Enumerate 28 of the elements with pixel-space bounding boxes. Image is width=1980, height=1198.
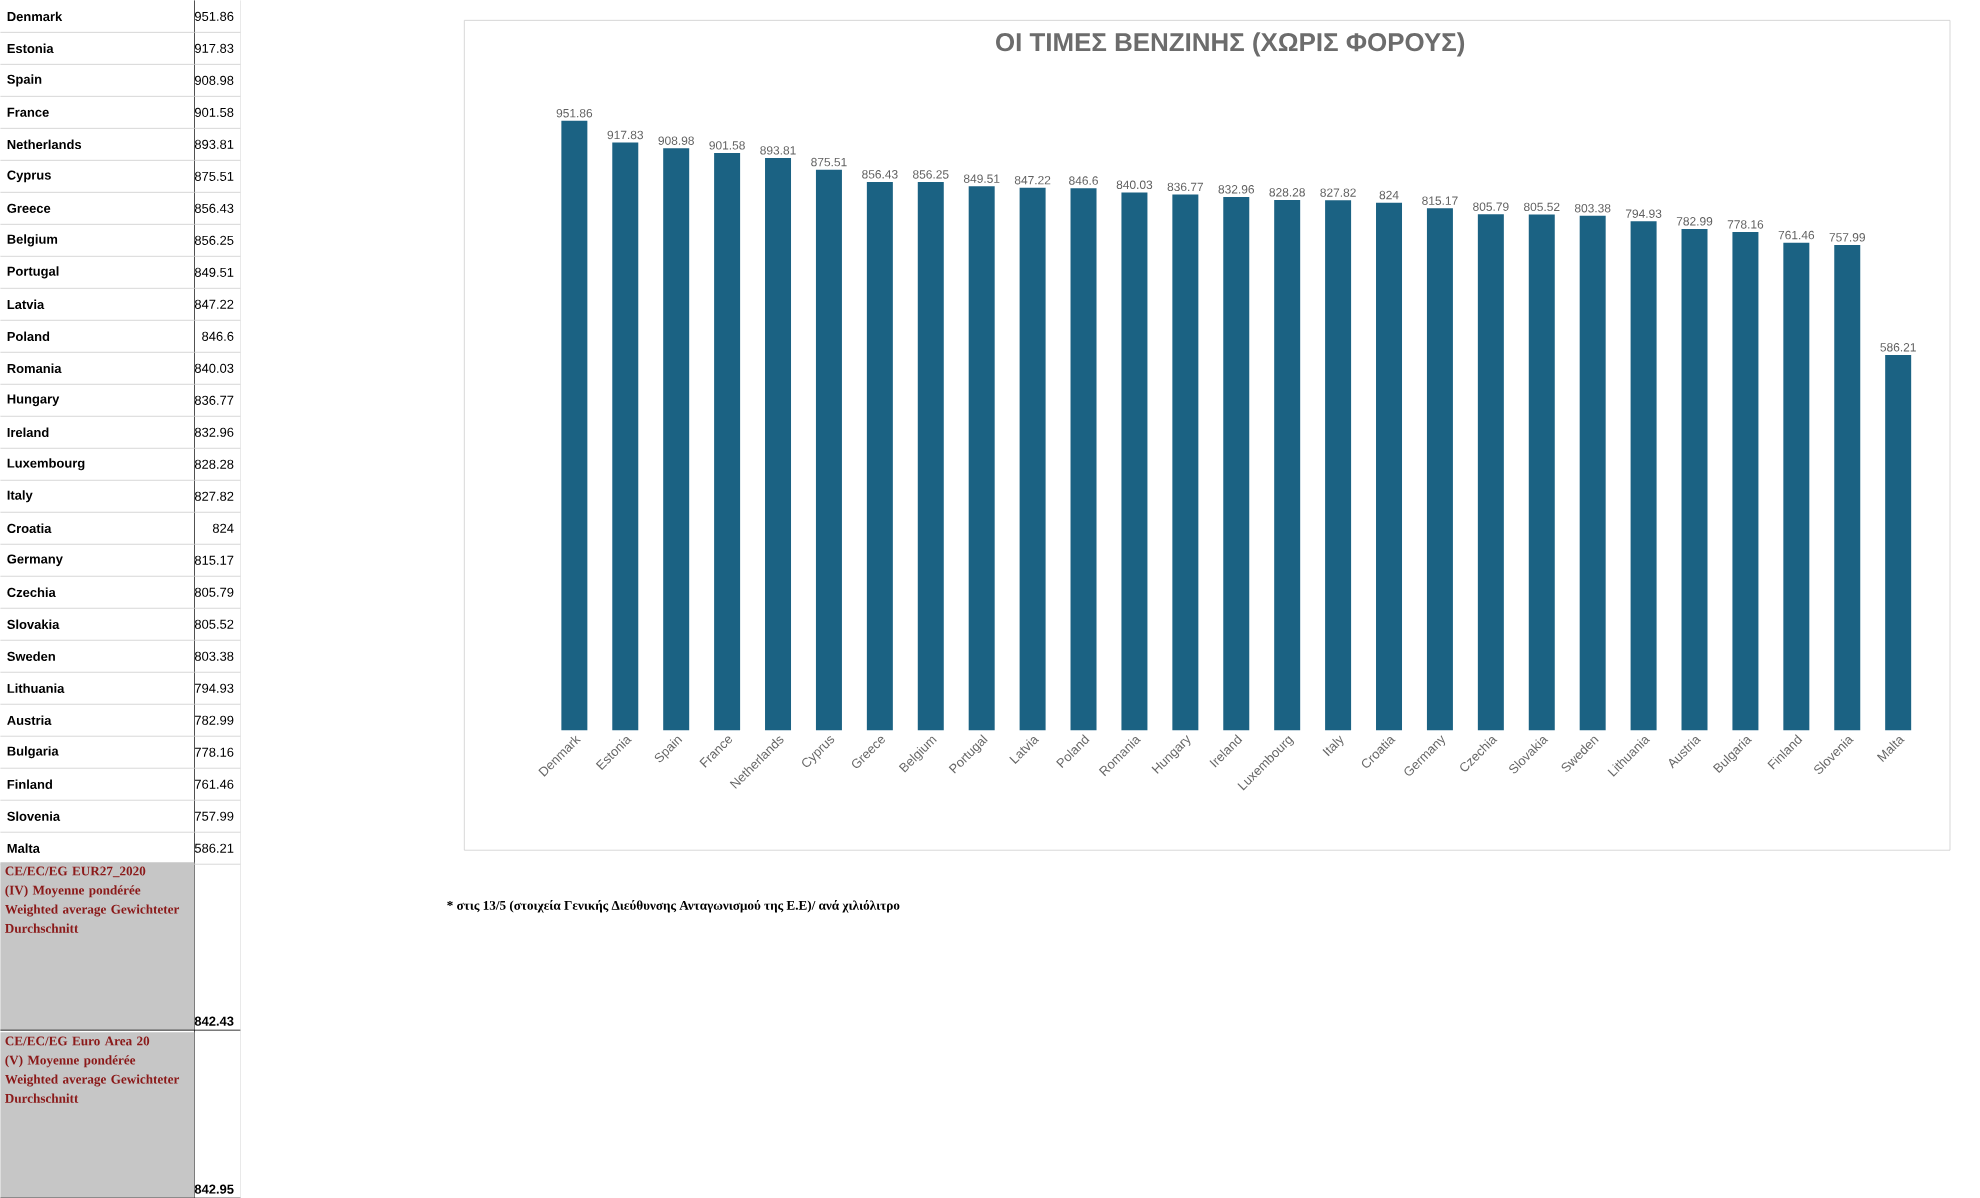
bar bbox=[1121, 192, 1148, 730]
bar bbox=[866, 181, 893, 730]
bar bbox=[1528, 214, 1555, 730]
chart-title: ΟΙ ΤΙΜΕΣ ΒΕΝΖΙΝΗΣ (ΧΩΡΙΣ ΦΟΡΟΥΣ) bbox=[996, 32, 1465, 57]
bar bbox=[612, 142, 639, 730]
bar bbox=[1274, 199, 1301, 730]
bar bbox=[714, 152, 741, 730]
bar bbox=[1783, 242, 1810, 730]
bar bbox=[561, 120, 588, 730]
bar bbox=[1172, 194, 1199, 730]
bar bbox=[968, 186, 995, 730]
bar bbox=[765, 157, 792, 730]
bar bbox=[917, 181, 944, 730]
bar bbox=[815, 169, 842, 730]
bar bbox=[1019, 187, 1046, 730]
bar bbox=[1681, 228, 1708, 730]
bar bbox=[663, 148, 690, 730]
bar bbox=[1223, 196, 1250, 730]
bar bbox=[1579, 215, 1606, 730]
bar bbox=[1834, 244, 1861, 730]
bar bbox=[1070, 187, 1097, 730]
bar bbox=[1376, 202, 1403, 730]
bar bbox=[1630, 221, 1657, 730]
bar bbox=[1885, 354, 1912, 730]
bar bbox=[1477, 214, 1504, 730]
bar bbox=[1426, 208, 1453, 730]
bar bbox=[1325, 199, 1352, 730]
bar bbox=[1732, 231, 1759, 730]
